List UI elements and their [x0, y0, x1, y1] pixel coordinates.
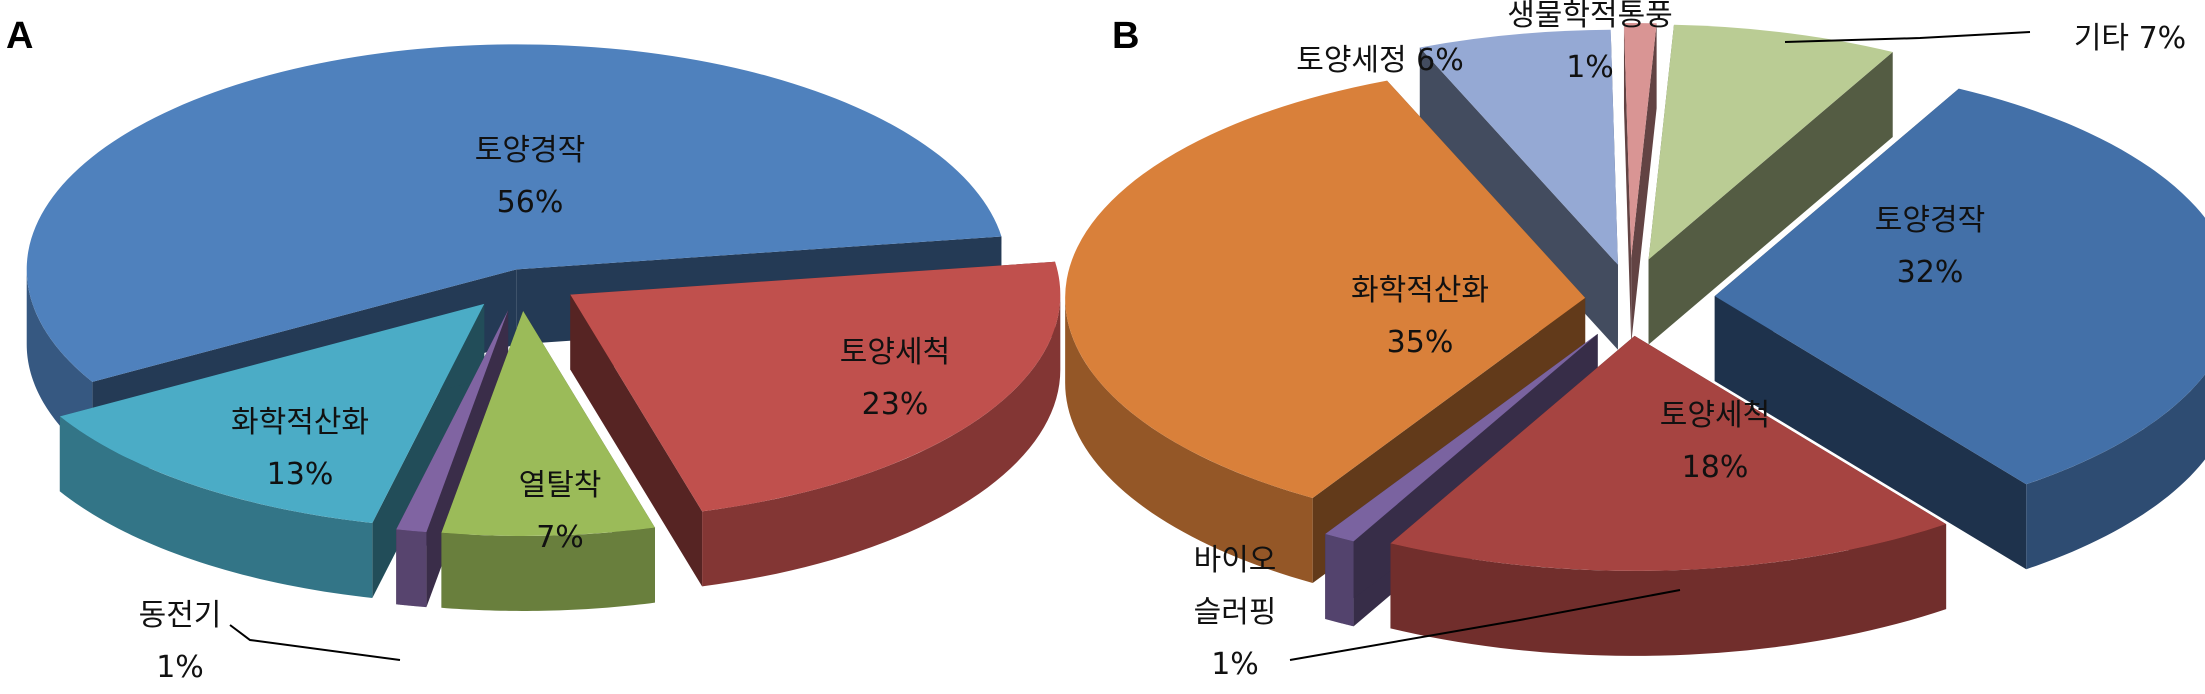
slice-top [1623, 23, 1657, 259]
slice-outer-wall [441, 527, 655, 611]
value-label: 1% [1211, 647, 1259, 682]
slice-radial-wall [1714, 296, 2027, 570]
data-label-b-2: 토양세척 18% [1660, 398, 1770, 485]
slice-top [1065, 80, 1586, 498]
slice-outer-wall [2026, 374, 2205, 570]
value-label: 23% [862, 387, 929, 422]
data-label-b-1: 토양경작 32% [1875, 203, 1985, 290]
slice-radial-wall [1419, 47, 1618, 350]
data-label-a-3: 열탈착 7% [519, 468, 602, 555]
category-label: 토양세정 6% [1296, 43, 1464, 78]
slice-outer-wall [1065, 297, 1313, 583]
slice-top [1714, 88, 2205, 485]
value-label: 1% [1566, 50, 1614, 85]
category-label: 토양경작 [1875, 203, 1985, 238]
category-label: 바이오 [1194, 543, 1277, 578]
category-label: 토양세척 [840, 335, 950, 370]
category-label: 슬러핑 [1194, 595, 1277, 630]
slice-top [396, 310, 509, 533]
data-label-b-5: 토양세정 6% [1296, 43, 1464, 78]
slice-radial-wall [570, 294, 703, 587]
slice-3 [441, 310, 655, 611]
value-label: 18% [1682, 450, 1749, 485]
slice-outer-wall [1325, 533, 1354, 627]
data-labels: 토양경작56%토양세척23%열탈착7%화학적산화13%동전기1%토양경작32%토… [139, 0, 2187, 685]
category-label: 토양세척 [1660, 398, 1770, 433]
slice-top [1325, 333, 1598, 542]
slice-outer-wall [396, 529, 427, 608]
data-label-a-4: 동전기 1% [139, 598, 222, 685]
data-label-b-4: 화학적산화 35% [1351, 273, 1489, 360]
data-label-a-1: 토양경작 56% [475, 133, 585, 220]
slice-2 [1390, 335, 1947, 656]
slice-outer-wall [26, 269, 93, 457]
slice-radial-wall [1648, 52, 1893, 345]
panel-label-b: B [1112, 15, 1139, 57]
slice-1 [1714, 88, 2205, 570]
leader-line [1784, 31, 2031, 43]
data-label-a-2: 토양세척 23% [840, 335, 950, 422]
data-label-a-5: 화학적산화 13% [231, 405, 369, 492]
category-label: 토양경작 [475, 133, 585, 168]
slice-top [59, 303, 485, 523]
data-label-b-6: 생물학적통풍 1% [1507, 0, 1673, 85]
slice-7 [1648, 24, 1893, 345]
slice-5 [1419, 29, 1618, 350]
slice-radial-wall [1623, 23, 1632, 344]
category-label: 동전기 [139, 598, 222, 633]
slice-top [441, 310, 655, 536]
slice-outer-wall [1390, 524, 1947, 656]
category-label: 생물학적통풍 [1507, 0, 1673, 33]
slice-outer-wall [702, 294, 1061, 587]
pie-chart-a [26, 44, 1061, 611]
value-label: 56% [497, 185, 564, 220]
value-label: 32% [1897, 255, 1964, 290]
value-label: 1% [156, 650, 204, 685]
data-label-b-7: 기타 7% [2074, 21, 2186, 56]
slice-radial-wall [1631, 23, 1657, 344]
value-label: 13% [267, 457, 334, 492]
pie-chart-b [1065, 23, 2205, 656]
slice-2 [570, 261, 1061, 587]
slice-top [1419, 29, 1618, 265]
category-label: 화학적산화 [231, 405, 369, 440]
slice-top [1648, 24, 1893, 260]
category-label: 화학적산화 [1351, 273, 1489, 308]
leader-line [229, 624, 401, 661]
slice-outer-wall [59, 416, 373, 598]
panel-label-a: A [6, 15, 33, 57]
category-label: 기타 7% [2074, 21, 2186, 56]
slice-6 [1623, 23, 1657, 344]
value-label: 35% [1387, 325, 1454, 360]
leader-line [1289, 589, 1681, 661]
slice-top [26, 44, 1002, 382]
value-label: 7% [536, 520, 584, 555]
category-label: 열탈착 [519, 468, 602, 503]
slice-top [1390, 335, 1947, 571]
slice-top [570, 261, 1061, 512]
